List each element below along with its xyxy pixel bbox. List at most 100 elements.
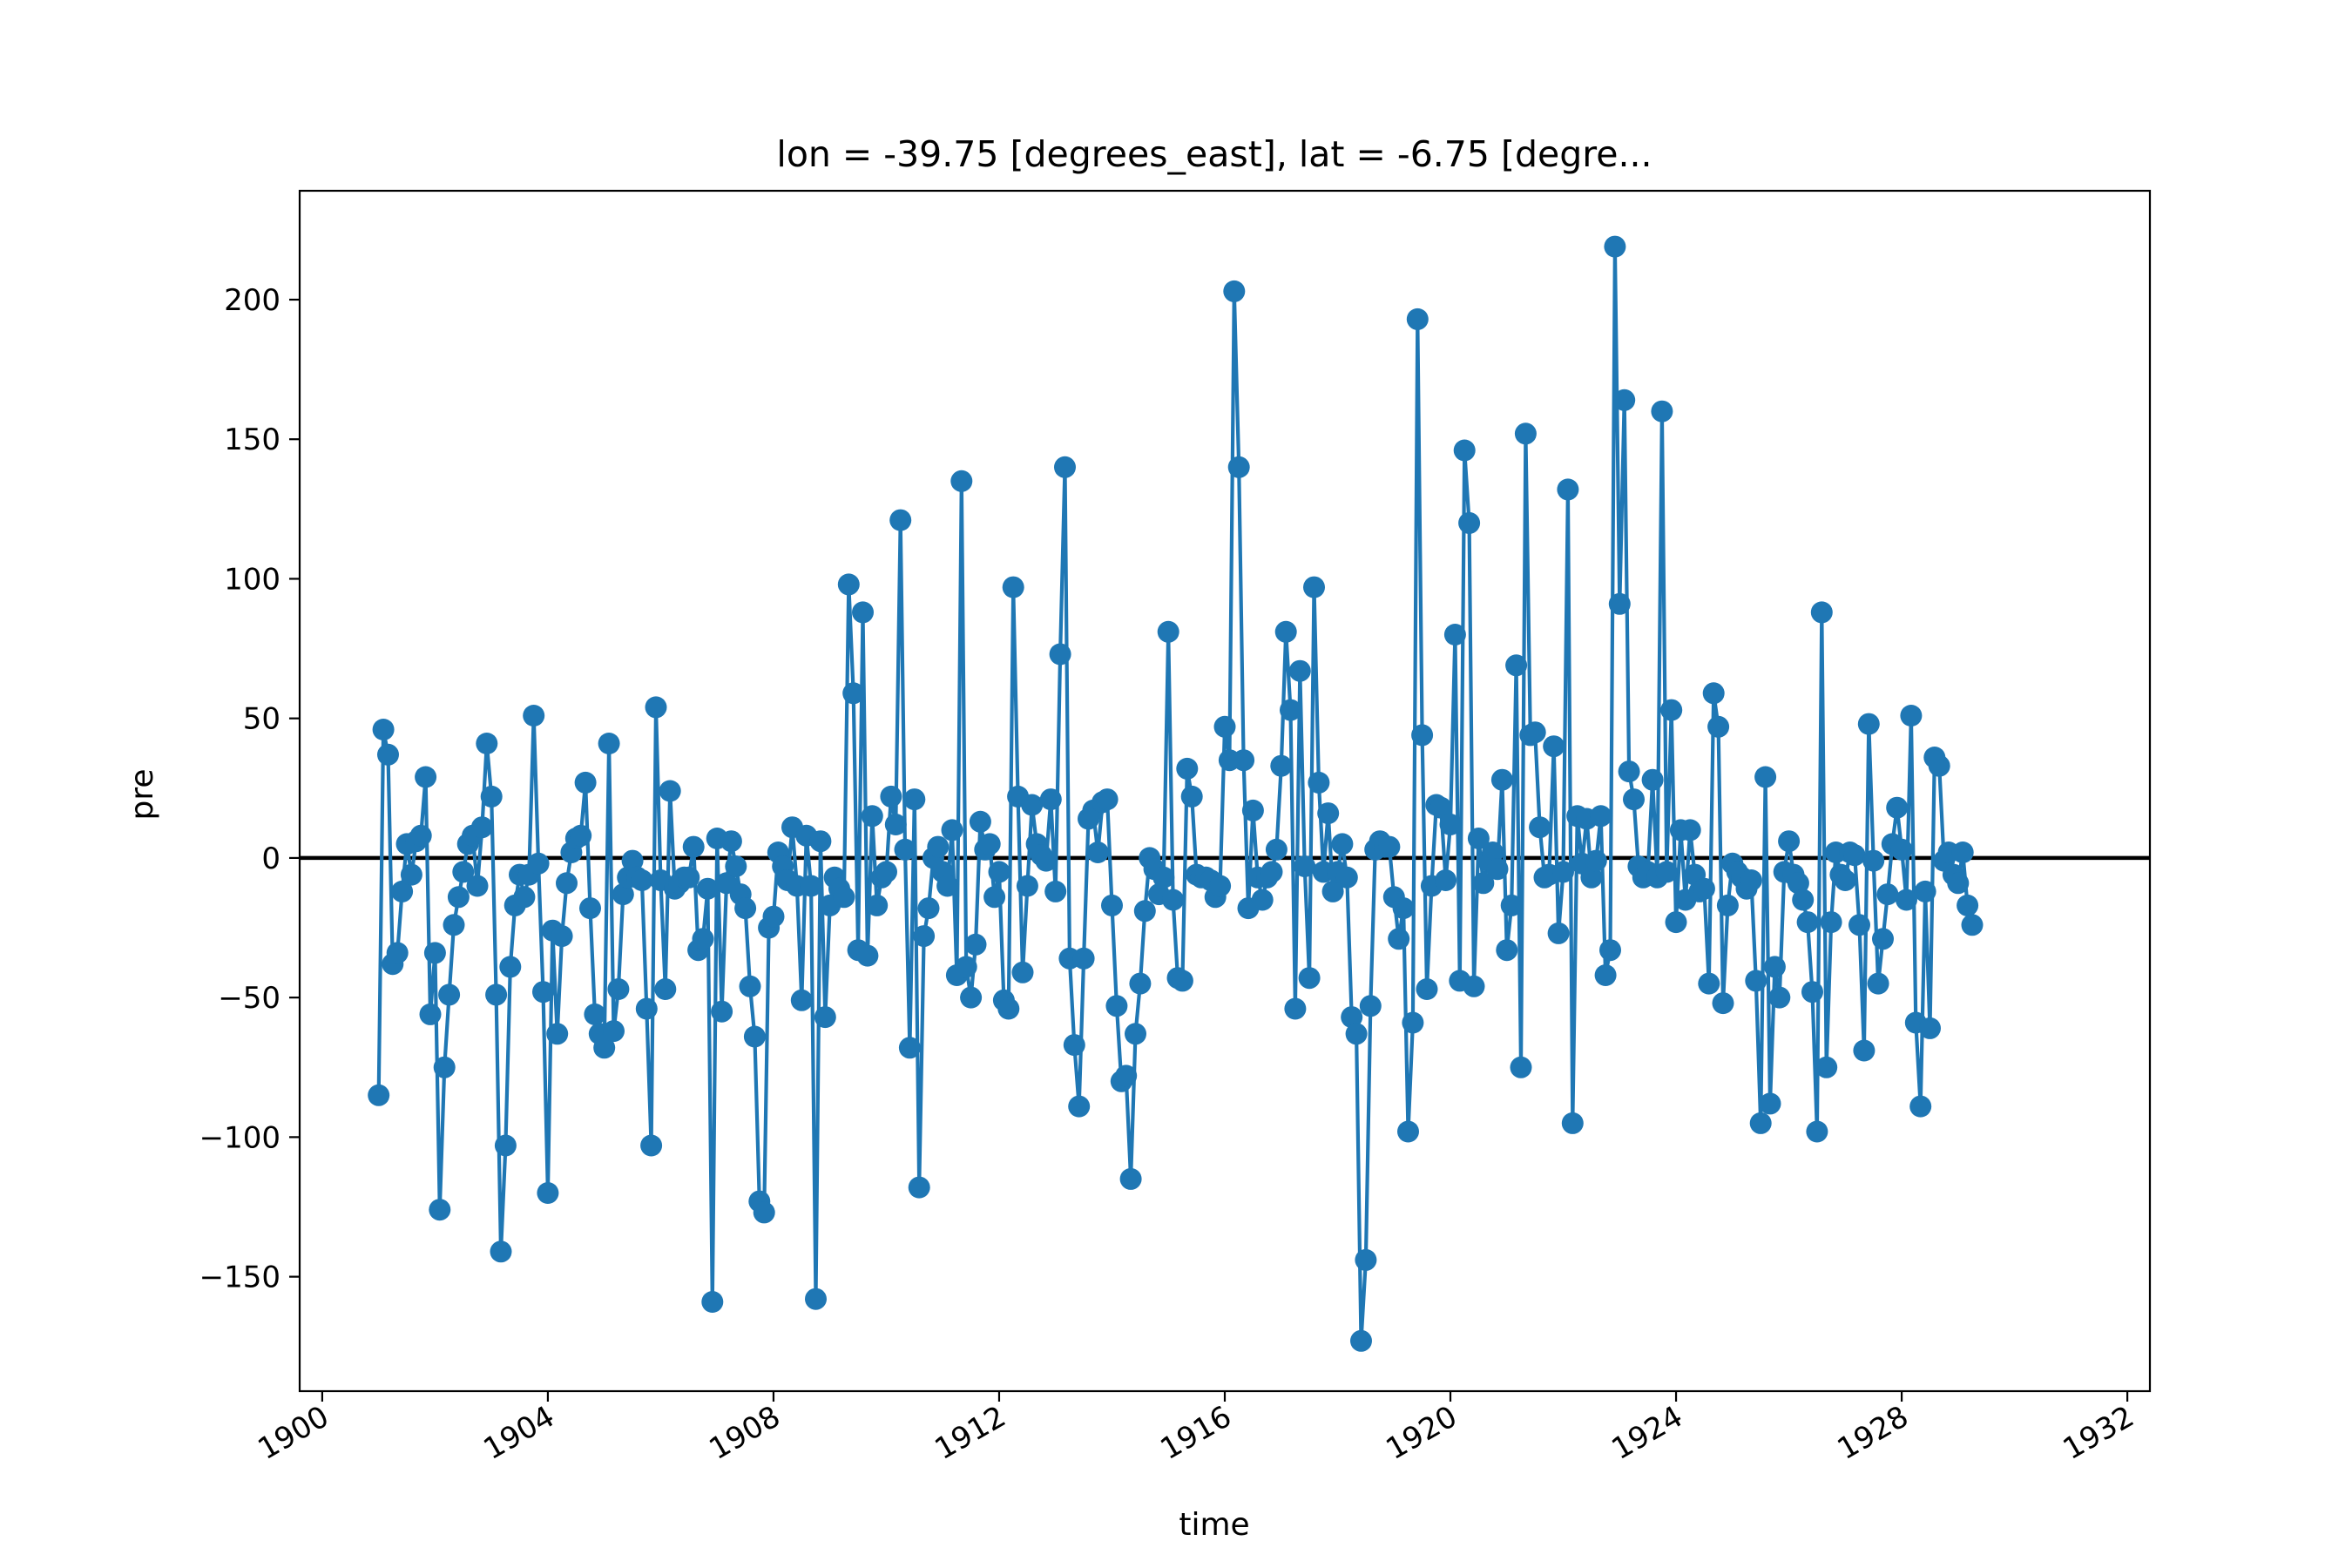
data-point (1490, 768, 1513, 791)
data-point (603, 1020, 625, 1043)
data-point (1321, 880, 1344, 902)
data-point (556, 872, 578, 895)
data-point (1463, 975, 1485, 997)
data-point (1580, 866, 1603, 889)
data-point (1886, 796, 1909, 819)
data-point (753, 1201, 775, 1224)
data-point (837, 573, 860, 596)
data-point (1810, 601, 1833, 624)
data-point (1754, 766, 1777, 788)
data-point (570, 824, 592, 847)
data-point (866, 894, 889, 916)
data-point (950, 470, 973, 492)
data-point (368, 1084, 390, 1106)
data-point (1251, 889, 1274, 911)
plot-area (300, 235, 2150, 1352)
data-point (1529, 816, 1551, 839)
data-point (1260, 861, 1283, 883)
data-point (1693, 877, 1715, 900)
data-point (1876, 883, 1899, 906)
data-point (1280, 699, 1301, 721)
data-point (1021, 794, 1044, 816)
data-point (1298, 967, 1321, 990)
data-point (476, 733, 498, 754)
data-point (1274, 620, 1297, 643)
data-point (964, 933, 987, 956)
data-point (494, 1134, 517, 1157)
data-point (443, 914, 465, 936)
data-point (701, 1291, 724, 1313)
data-point (1590, 805, 1612, 828)
data-point (1429, 796, 1452, 819)
data-point (1402, 1011, 1424, 1034)
data-point (1524, 721, 1546, 744)
data-point (1843, 844, 1866, 867)
data-point (978, 833, 1001, 855)
data-point (1712, 992, 1734, 1015)
data-point (1547, 922, 1570, 944)
data-point (1853, 1039, 1876, 1062)
data-point (894, 838, 916, 861)
data-point (1787, 872, 1809, 895)
data-point (711, 1000, 733, 1023)
data-point (640, 1134, 663, 1157)
data-point (1209, 875, 1232, 897)
data-point (1288, 659, 1311, 682)
data-point (1265, 838, 1288, 861)
data-point (1072, 947, 1095, 970)
data-point (1834, 869, 1856, 891)
data-point (1599, 939, 1621, 962)
data-point (654, 978, 677, 1000)
data-point (1557, 478, 1579, 501)
data-point (1561, 1112, 1584, 1134)
data-point (419, 1003, 442, 1025)
data-point (1500, 894, 1523, 916)
data-point (551, 925, 573, 948)
data-point (490, 1240, 512, 1263)
data-point (880, 785, 902, 808)
y-tick-label: 150 (224, 422, 280, 457)
data-point (1613, 389, 1636, 411)
data-point (898, 1037, 921, 1059)
data-point (1618, 760, 1640, 783)
data-point (1331, 833, 1354, 855)
data-point (1820, 911, 1842, 934)
data-point (447, 886, 470, 909)
data-point (470, 816, 493, 839)
data-point (1848, 914, 1870, 936)
data-point (1778, 830, 1801, 853)
data-point (1157, 620, 1179, 643)
data-point (415, 766, 437, 788)
data-point (739, 975, 761, 997)
data-point (682, 835, 705, 858)
data-point (861, 805, 883, 828)
data-point (917, 897, 940, 920)
data-point (409, 824, 432, 847)
data-point (1086, 841, 1109, 863)
data-point (612, 883, 634, 906)
data-point (1660, 699, 1683, 721)
data-point (1308, 771, 1330, 794)
data-point (1068, 1095, 1091, 1118)
data-point (466, 875, 489, 897)
data-point (1350, 1329, 1372, 1352)
data-point (659, 780, 681, 802)
data-point (1016, 875, 1038, 897)
data-point (1585, 849, 1607, 872)
data-point (833, 886, 855, 909)
data-point (1914, 880, 1936, 902)
data-point (1604, 235, 1626, 258)
data-point (513, 886, 536, 909)
series-line (376, 245, 1975, 1343)
data-point (480, 785, 503, 808)
data-point (725, 855, 747, 877)
data-point (1223, 280, 1246, 302)
x-axis-title: time (1179, 1507, 1249, 1543)
data-point (1951, 841, 1974, 863)
data-point (842, 682, 865, 705)
data-point (1227, 456, 1250, 478)
data-point (692, 928, 714, 950)
data-point (743, 1025, 766, 1048)
data-point (1665, 911, 1687, 934)
